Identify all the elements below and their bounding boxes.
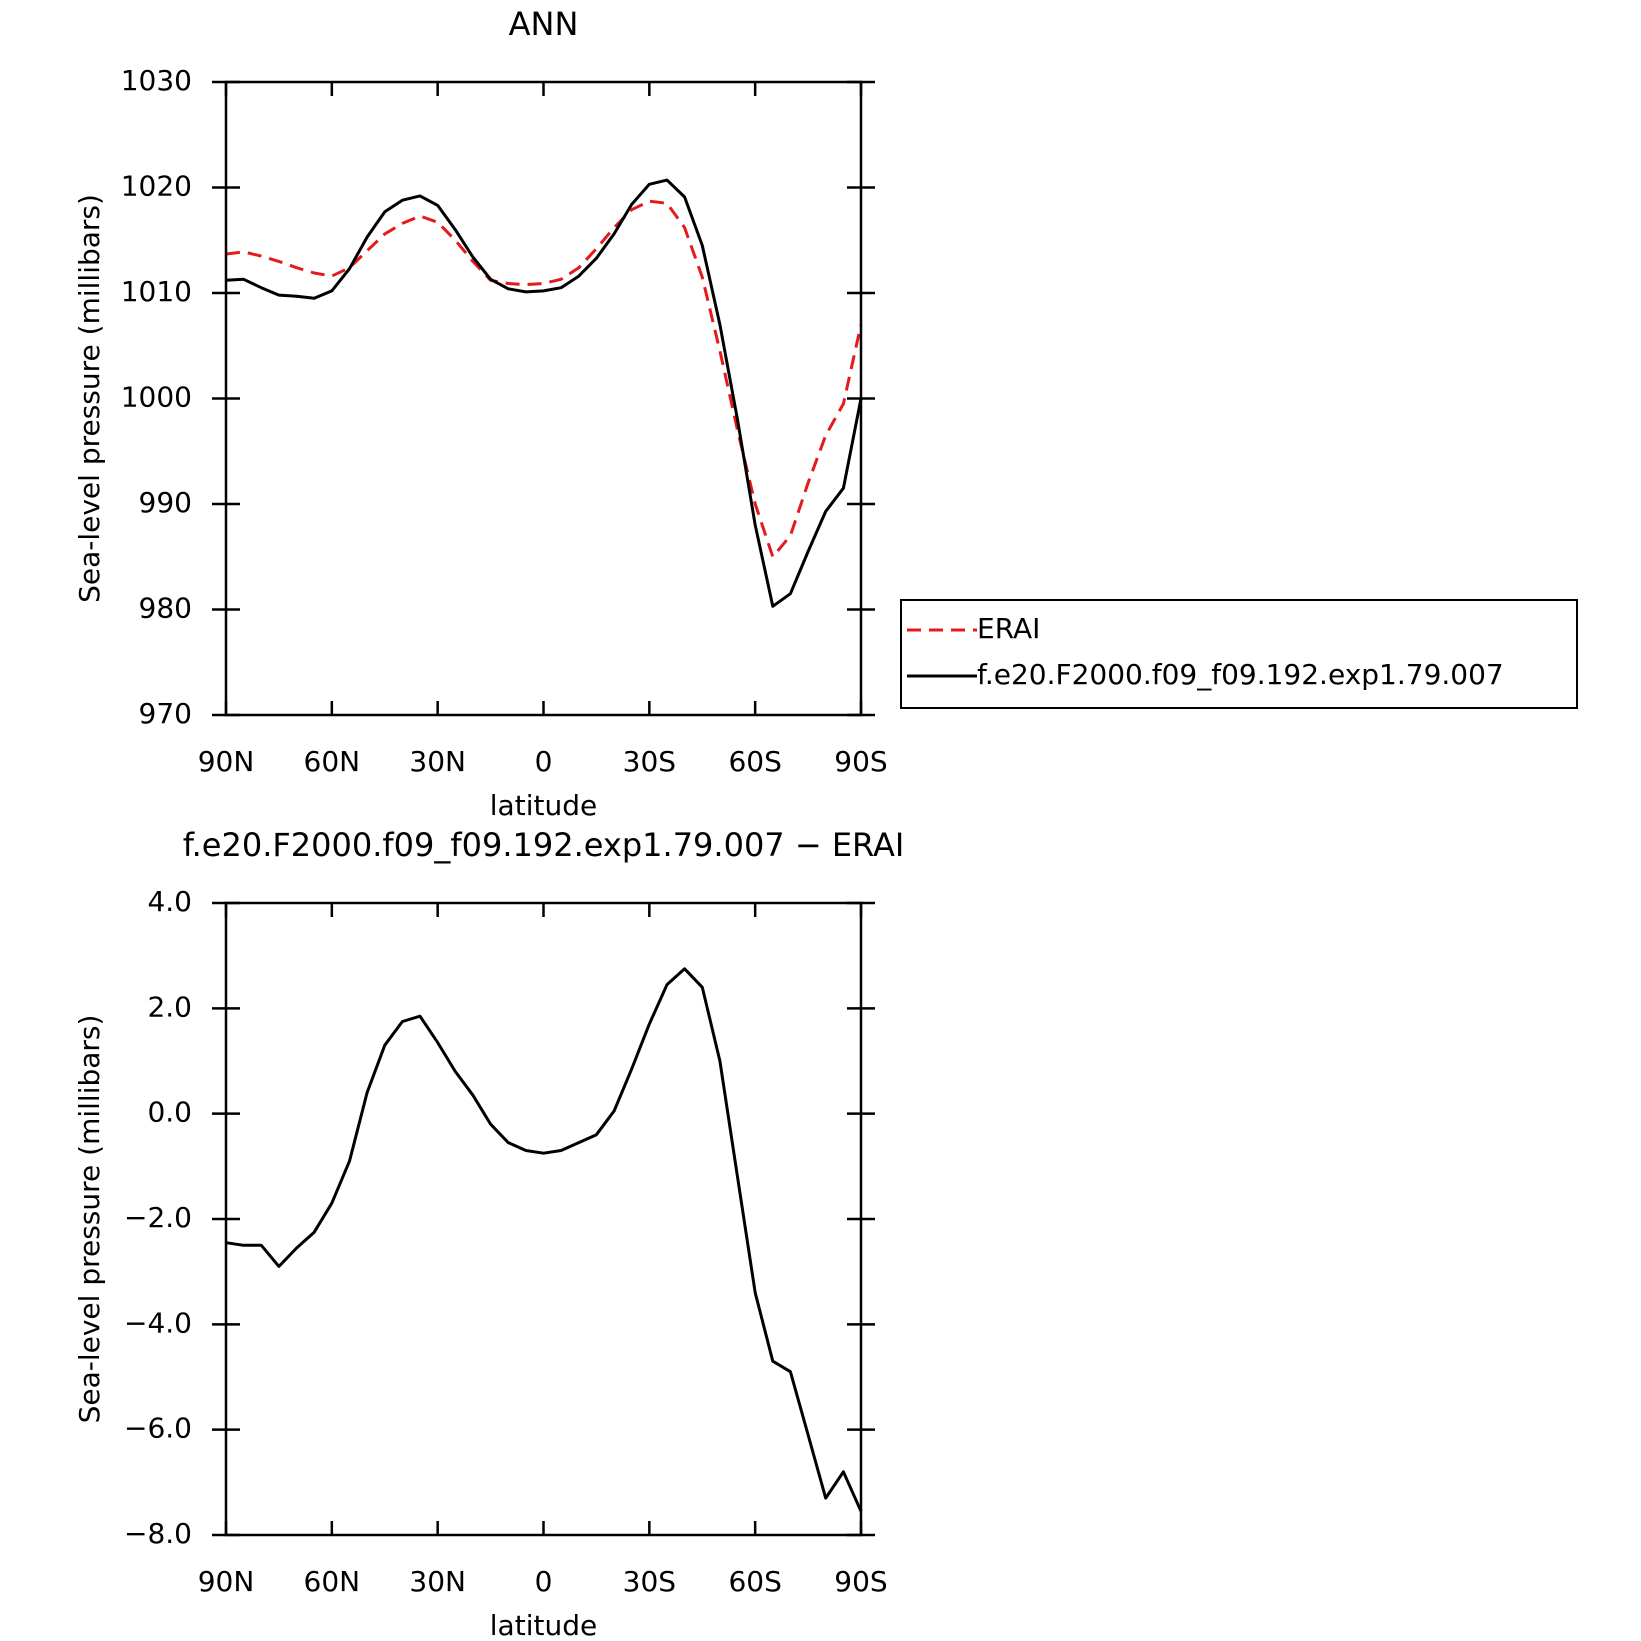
y-tick-label: 2.0 bbox=[147, 990, 192, 1023]
x-axis-label: latitude bbox=[490, 1609, 597, 1641]
x-tick-label: 90N bbox=[198, 1565, 255, 1598]
y-tick-label: 970 bbox=[139, 697, 192, 730]
x-tick-label: 30N bbox=[409, 1565, 466, 1598]
x-tick-label: 60N bbox=[304, 1565, 361, 1598]
x-tick-label: 60N bbox=[304, 745, 361, 778]
y-axis-label: Sea-level pressure (millibars) bbox=[73, 194, 106, 603]
x-tick-label: 30S bbox=[623, 745, 676, 778]
x-tick-label: 30S bbox=[623, 1565, 676, 1598]
y-axis-label: Sea-level pressure (millibars) bbox=[73, 1015, 106, 1424]
x-tick-label: 30N bbox=[409, 745, 466, 778]
y-tick-label: −4.0 bbox=[124, 1306, 192, 1339]
data-line bbox=[225, 967, 863, 1512]
data-line bbox=[225, 199, 863, 559]
y-tick-label: −6.0 bbox=[124, 1412, 192, 1445]
legend-label: ERAI bbox=[977, 612, 1040, 645]
x-tick-label: 60S bbox=[728, 745, 781, 778]
y-tick-label: 990 bbox=[139, 486, 192, 519]
x-tick-label: 60S bbox=[728, 1565, 781, 1598]
y-tick-label: 1010 bbox=[121, 275, 192, 308]
legend-box bbox=[900, 599, 1578, 709]
plot-frame bbox=[224, 80, 863, 717]
y-tick-label: 4.0 bbox=[147, 885, 192, 918]
legend-label: f.e20.F2000.f09_f09.192.exp1.79.007 bbox=[977, 658, 1504, 691]
y-tick-label: 980 bbox=[139, 592, 192, 625]
chart-title: ANN bbox=[509, 5, 579, 43]
y-tick-label: 0.0 bbox=[147, 1096, 192, 1129]
y-tick-label: −8.0 bbox=[124, 1517, 192, 1550]
x-axis-label: latitude bbox=[490, 789, 597, 822]
y-tick-label: 1030 bbox=[121, 64, 192, 97]
data-line bbox=[225, 178, 863, 608]
plot-frame bbox=[224, 901, 863, 1537]
chart-title: f.e20.F2000.f09_f09.192.exp1.79.007 − ER… bbox=[183, 826, 905, 864]
y-tick-label: 1020 bbox=[121, 170, 192, 203]
y-tick-label: 1000 bbox=[121, 381, 192, 414]
x-tick-label: 0 bbox=[535, 1565, 553, 1598]
x-tick-label: 90S bbox=[834, 1565, 887, 1598]
x-tick-label: 0 bbox=[535, 745, 553, 778]
x-tick-label: 90S bbox=[834, 745, 887, 778]
x-tick-label: 90N bbox=[198, 745, 255, 778]
y-tick-label: −2.0 bbox=[124, 1201, 192, 1234]
